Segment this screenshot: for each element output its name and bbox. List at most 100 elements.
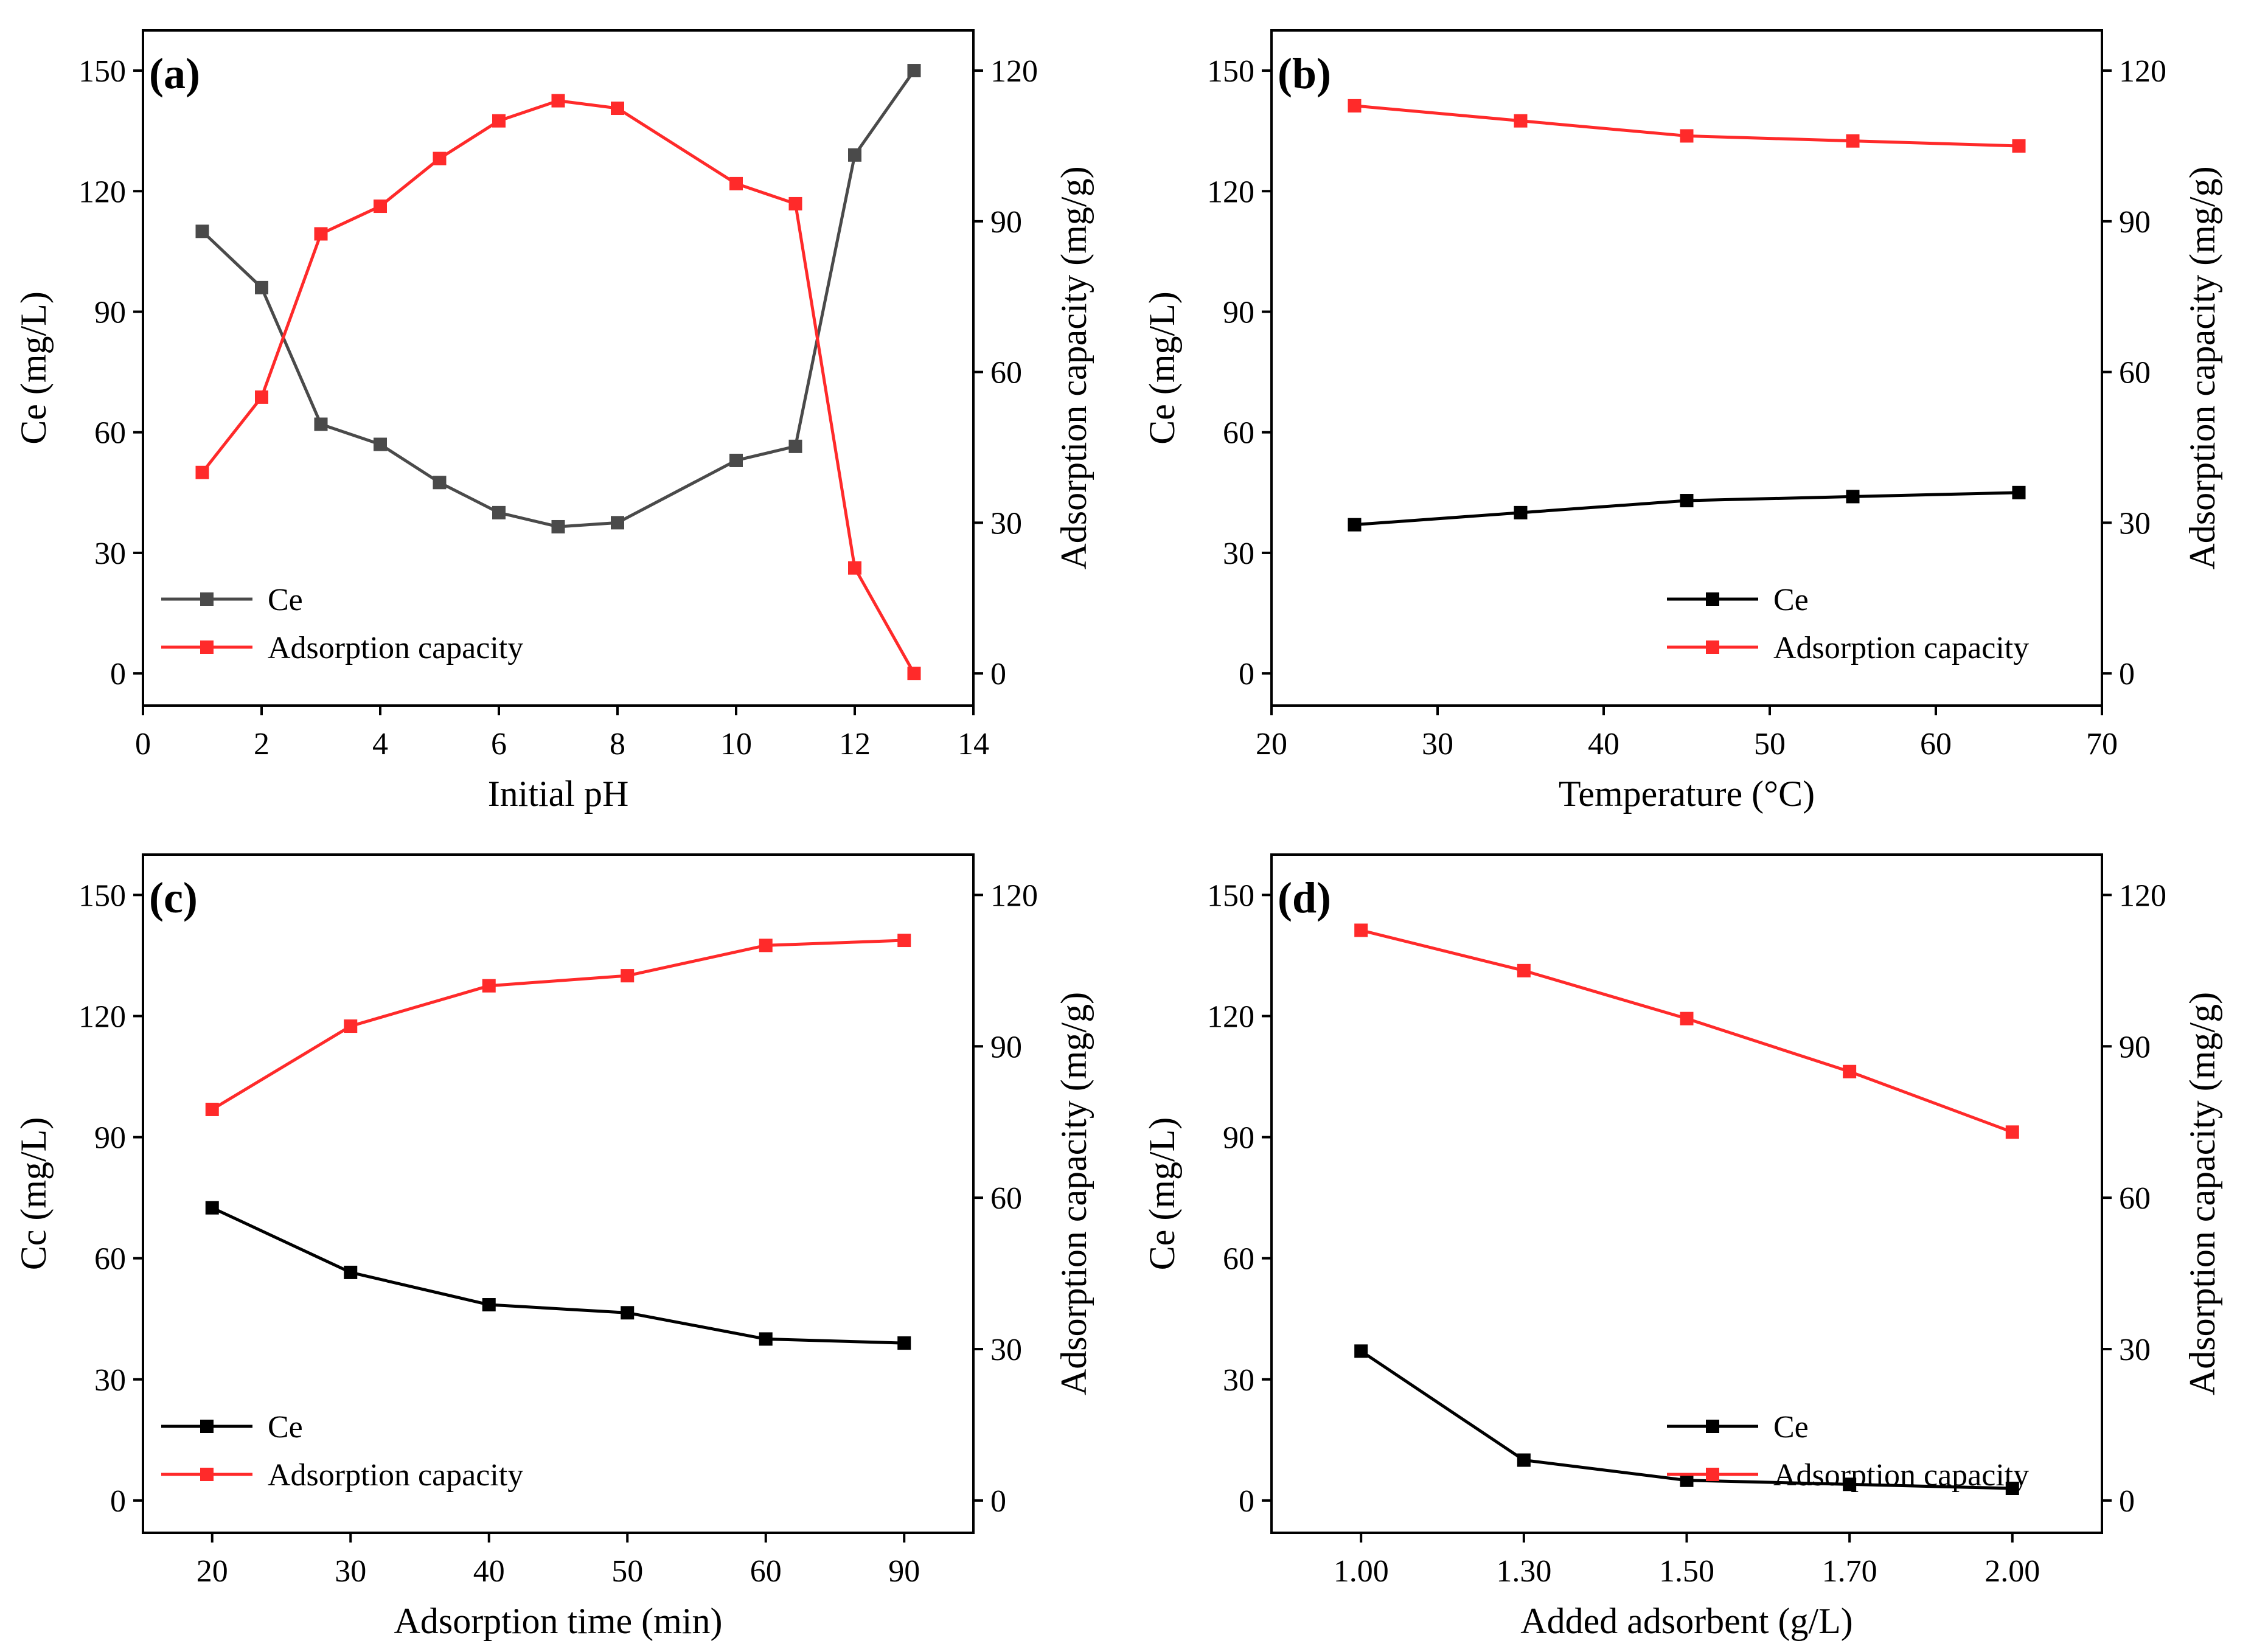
x-tick-label: 50 [1754, 727, 1786, 762]
data-point-adsorption-capacity [1354, 923, 1368, 937]
x-tick-label: 60 [750, 1554, 782, 1589]
data-point-ce [788, 439, 802, 453]
data-point-ce [1680, 494, 1694, 508]
series-line-adsorption-capacity [1360, 929, 2013, 1134]
legend-swatch-marker [1706, 592, 1719, 606]
data-point-ce [255, 280, 268, 294]
plot-frame [142, 29, 975, 707]
legend-swatch-marker [1706, 640, 1719, 654]
data-point-ce [1348, 518, 1362, 532]
data-point-adsorption-capacity [759, 939, 773, 953]
y-tick-label: 0 [110, 1484, 126, 1519]
data-point-adsorption-capacity [1680, 129, 1694, 143]
x-tick-label: 6 [491, 727, 507, 762]
x-tick-label: 12 [839, 727, 871, 762]
data-point-ce [374, 437, 387, 451]
legend-label: Ce [268, 583, 303, 617]
chart-panel-a: 0 2 4 6 8 10 12 1403060901201500306090120Initia… [13, 29, 1094, 814]
series-line-ce [201, 69, 916, 529]
y2-tick-label: 90 [990, 1030, 1022, 1064]
y2-tick-label: 90 [990, 205, 1022, 240]
y2-tick-label: 120 [2119, 878, 2166, 913]
y-tick-label: 60 [94, 1242, 126, 1277]
x-tick-label: 30 [335, 1554, 366, 1589]
x-tick-label: 20 [197, 1554, 228, 1589]
panel-label: (b) [1278, 49, 1331, 98]
data-point-ce [344, 1265, 358, 1279]
x-axis-label: Added adsorbent (g/L) [1520, 1601, 1853, 1641]
y-tick-label: 60 [1223, 416, 1254, 451]
x-tick-label: 60 [1920, 727, 1952, 762]
y-tick-label: 60 [94, 416, 126, 451]
data-point-adsorption-capacity [788, 196, 802, 210]
data-point-adsorption-capacity [205, 1102, 219, 1116]
data-point-ce [897, 1336, 911, 1350]
legend-swatch-marker [1706, 1420, 1719, 1433]
data-point-adsorption-capacity [611, 102, 624, 116]
legend-swatch-marker [200, 592, 214, 606]
x-tick-label: 2.00 [1984, 1554, 2040, 1589]
y2-tick-label: 30 [990, 1333, 1022, 1367]
x-tick-label: 90 [888, 1554, 920, 1589]
x-tick-label: 70 [2086, 727, 2118, 762]
y2-tick-label: 30 [2119, 1333, 2151, 1367]
data-point-ce [482, 1298, 496, 1312]
legend-label: Adsorption capacity [268, 631, 523, 665]
chart-panel-c: 20 30 40 50 60 90 0 30 60 90 120 150 0 30 60 90 120 Adsor… [13, 853, 1094, 1641]
data-point-adsorption-capacity [1348, 99, 1362, 113]
data-point-adsorption-capacity [433, 151, 447, 165]
y-tick-label: 0 [1239, 1484, 1254, 1519]
y-axis-label: Ce (mg/L) [1142, 1117, 1182, 1271]
x-tick-label: 1.50 [1659, 1554, 1714, 1589]
data-point-ce [848, 148, 861, 162]
y-tick-label: 150 [78, 878, 126, 913]
y-axis-label: Ce (mg/L) [1142, 291, 1182, 445]
y-tick-label: 90 [1223, 1121, 1254, 1156]
legend-swatch-marker [200, 1420, 214, 1433]
y2-tick-label: 60 [2119, 356, 2151, 390]
plot-frame [142, 853, 975, 1534]
series-line-adsorption-capacity [211, 939, 905, 1111]
data-point-adsorption-capacity [551, 94, 565, 108]
x-tick-label: 10 [720, 727, 752, 762]
data-point-ce [314, 417, 328, 431]
data-point-adsorption-capacity [195, 465, 209, 479]
x-tick-label: 8 [610, 727, 625, 762]
y2-tick-label: 0 [990, 1484, 1006, 1519]
x-tick-label: 14 [958, 727, 989, 762]
data-point-adsorption-capacity [482, 979, 496, 993]
y2-tick-label: 60 [990, 1181, 1022, 1216]
data-point-ce [1846, 490, 1860, 504]
x-tick-label: 30 [1422, 727, 1453, 762]
y-tick-label: 150 [1207, 878, 1254, 913]
data-point-ce [551, 519, 565, 533]
legend-label: Ce [1773, 1410, 1809, 1445]
legend-label: Ce [1773, 583, 1809, 617]
x-tick-label: 0 [135, 727, 151, 762]
y-axis-label: Cc (mg/L) [13, 1117, 54, 1271]
plot-frame [1270, 29, 2103, 707]
y2-tick-label: 60 [2119, 1181, 2151, 1216]
data-point-ce [729, 453, 743, 467]
panel-label: (c) [149, 873, 198, 922]
data-point-adsorption-capacity [344, 1019, 358, 1033]
chart-panel-d: 1.00 1.30 1.50 1.70 2.00 0 30 60 90 120 150 0 30 60 90… [1142, 853, 2222, 1641]
data-point-ce [759, 1332, 773, 1346]
legend-swatch-marker [1706, 1468, 1719, 1481]
y2-tick-label: 120 [990, 878, 1038, 913]
data-point-ce [1843, 1477, 1857, 1491]
y2-tick-label: 90 [2119, 1030, 2151, 1064]
x-tick-label: 40 [473, 1554, 505, 1589]
data-point-ce [611, 516, 624, 530]
data-point-adsorption-capacity [255, 390, 268, 404]
data-point-adsorption-capacity [897, 934, 911, 948]
y-tick-label: 30 [94, 1363, 126, 1398]
y-tick-label: 150 [1207, 54, 1254, 89]
data-point-adsorption-capacity [492, 114, 506, 128]
y-tick-label: 90 [94, 296, 126, 330]
x-axis-label: Initial pH [488, 774, 629, 814]
x-axis-label: Temperature (°C) [1559, 774, 1815, 814]
data-point-ce [433, 476, 447, 490]
y-tick-label: 150 [78, 54, 126, 89]
data-point-adsorption-capacity [848, 561, 861, 575]
